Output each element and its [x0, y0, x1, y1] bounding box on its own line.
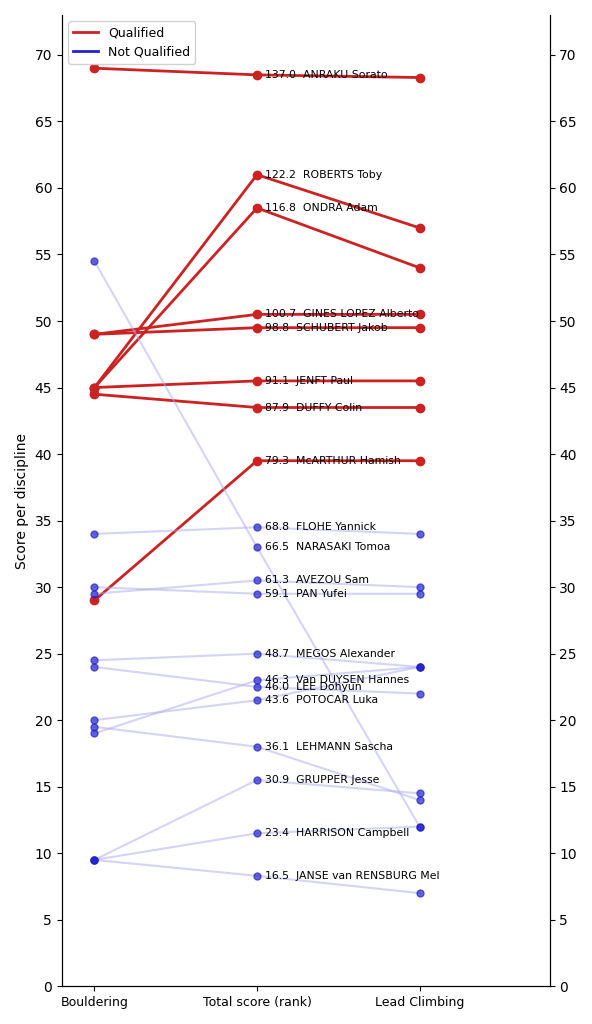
- Text: 100.7  GINES LOPEZ Alberto: 100.7 GINES LOPEZ Alberto: [265, 309, 419, 319]
- Text: 122.2  ROBERTS Toby: 122.2 ROBERTS Toby: [265, 170, 382, 179]
- Text: 46.0  LEE Dohyun: 46.0 LEE Dohyun: [265, 682, 362, 692]
- Text: 48.7  MEGOS Alexander: 48.7 MEGOS Alexander: [265, 648, 395, 658]
- Text: 36.1  LEHMANN Sascha: 36.1 LEHMANN Sascha: [265, 741, 393, 752]
- Text: 66.5  NARASAKI Tomoa: 66.5 NARASAKI Tomoa: [265, 542, 391, 552]
- Text: 87.9  DUFFY Colin: 87.9 DUFFY Colin: [265, 402, 362, 413]
- Text: 16.5  JANSE van RENSBURG Mel: 16.5 JANSE van RENSBURG Mel: [265, 870, 440, 881]
- Text: 79.3  McARTHUR Hamish: 79.3 McARTHUR Hamish: [265, 456, 401, 466]
- Text: 137.0  ANRAKU Sorato: 137.0 ANRAKU Sorato: [265, 70, 388, 80]
- Text: 59.1  PAN Yufei: 59.1 PAN Yufei: [265, 589, 347, 599]
- Text: 43.6  POTOCAR Luka: 43.6 POTOCAR Luka: [265, 695, 378, 706]
- Text: 61.3  AVEZOU Sam: 61.3 AVEZOU Sam: [265, 575, 369, 586]
- Text: 98.8  SCHUBERT Jakob: 98.8 SCHUBERT Jakob: [265, 323, 388, 333]
- Text: 30.9  GRUPPER Jesse: 30.9 GRUPPER Jesse: [265, 775, 379, 785]
- Text: 46.3  Van DUYSEN Hannes: 46.3 Van DUYSEN Hannes: [265, 675, 409, 685]
- Text: 23.4  HARRISON Campbell: 23.4 HARRISON Campbell: [265, 828, 410, 839]
- Legend: Qualified, Not Qualified: Qualified, Not Qualified: [68, 22, 195, 63]
- Text: 68.8  FLOHE Yannick: 68.8 FLOHE Yannick: [265, 522, 376, 532]
- Y-axis label: Score per discipline: Score per discipline: [15, 432, 29, 568]
- Text: 116.8  ONDRA Adam: 116.8 ONDRA Adam: [265, 203, 378, 213]
- Text: 91.1  JENFT Paul: 91.1 JENFT Paul: [265, 376, 353, 386]
